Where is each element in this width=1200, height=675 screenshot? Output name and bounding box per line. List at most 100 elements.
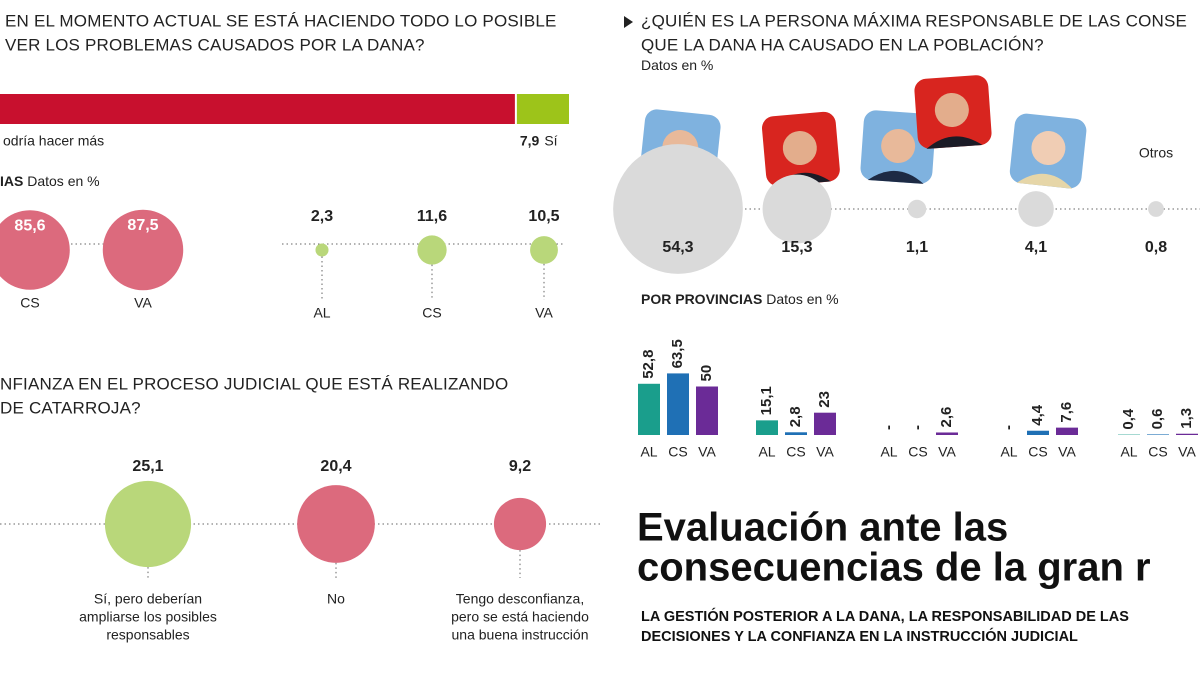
title-marker (624, 16, 633, 28)
category-label: VA (1058, 444, 1076, 460)
headline-subtitle: DECISIONES Y LA CONFIANZA EN LA INSTRUCC… (641, 627, 1078, 645)
bubble (0, 210, 70, 290)
bubble (907, 199, 927, 219)
bar (696, 386, 718, 435)
series-label: odría hacer más (3, 133, 104, 149)
category-label: VA (535, 305, 553, 321)
value-label: 25,1 (132, 458, 163, 475)
value-label: 2,8 (787, 406, 804, 427)
bar (1056, 427, 1078, 435)
value-label: - (880, 425, 897, 430)
subtitle-text: Datos en % (27, 173, 99, 189)
category-label: CS (1148, 444, 1167, 460)
value-label: 7,9 (520, 133, 540, 149)
category-label: AL (1000, 444, 1017, 460)
category-label: CS (786, 444, 805, 460)
subtitle-bold: POR PROVINCIAS (641, 291, 762, 307)
category-label: VA (134, 295, 152, 311)
category-label: CS (422, 305, 441, 321)
category-label: VA (816, 444, 834, 460)
category-label: CS (908, 444, 927, 460)
bar (1027, 430, 1049, 435)
category-label: ampliarse los posibles (79, 609, 217, 625)
bubble (762, 174, 832, 244)
chart-title: NFIANZA EN EL PROCESO JUDICIAL QUE ESTÁ … (0, 374, 508, 393)
bar (785, 432, 807, 435)
value-label: 4,1 (1025, 239, 1047, 256)
category-label: Otros (1139, 145, 1173, 161)
photo (914, 75, 992, 149)
bar (1147, 434, 1169, 435)
category-label: CS (668, 444, 687, 460)
category-label: Sí, pero deberían (94, 591, 202, 607)
bar (667, 373, 689, 435)
category-label: VA (1178, 444, 1196, 460)
category-label: una buena instrucción (452, 627, 589, 643)
bar (1176, 433, 1198, 435)
bubble (297, 485, 375, 563)
value-label: 87,5 (127, 217, 158, 234)
value-label: 7,6 (1058, 402, 1075, 423)
category-label: AL (640, 444, 657, 460)
bubble (530, 236, 558, 264)
value-label: 20,4 (320, 458, 351, 475)
category-label: AL (758, 444, 775, 460)
bar-segment (516, 94, 569, 124)
bubble (1148, 201, 1164, 217)
chart-title: DE CATARROJA? (0, 398, 141, 417)
bubble (417, 235, 447, 265)
category-label: AL (313, 305, 330, 321)
photos (639, 75, 1087, 189)
chart-subtitle: IAS Datos en % (0, 173, 100, 189)
value-label: 2,3 (311, 208, 333, 225)
bubble (493, 497, 547, 551)
bar (638, 383, 660, 435)
bar (814, 412, 836, 435)
chart-subtitle: Datos en % (641, 57, 713, 73)
value-label: 10,5 (528, 208, 559, 225)
photo (1009, 113, 1087, 189)
value-label: 1,1 (906, 239, 928, 256)
subtitle-text: Datos en % (766, 291, 838, 307)
category-label: Tengo desconfianza, (456, 591, 584, 607)
category-label: responsables (106, 627, 189, 643)
value-label: 9,2 (509, 458, 531, 475)
bar (936, 432, 958, 435)
bar-segment (0, 94, 515, 124)
value-label: 85,6 (14, 217, 45, 234)
value-label: 63,5 (669, 339, 686, 368)
value-label: - (1000, 425, 1017, 430)
category-label: pero se está haciendo (451, 609, 589, 625)
category-label: AL (880, 444, 897, 460)
value-label: 15,3 (781, 239, 812, 256)
chart-subtitle: POR PROVINCIAS Datos en % (641, 291, 839, 307)
value-label: 0,8 (1145, 239, 1167, 256)
subtitle-bold: IAS (0, 173, 23, 189)
value-label: 50 (698, 365, 715, 382)
category-label: CS (20, 295, 39, 311)
bubble (1018, 191, 1054, 227)
headline: Evaluación ante las (637, 506, 1008, 550)
photo (860, 110, 936, 184)
category-label: VA (938, 444, 956, 460)
value-label: 1,3 (1178, 408, 1195, 429)
chart-title: QUE LA DANA HA CAUSADO EN LA POBLACIÓN? (641, 35, 1044, 54)
bubble (613, 144, 743, 274)
value-label: 11,6 (417, 208, 447, 225)
series-label: Sí (544, 133, 557, 149)
category-label: AL (1120, 444, 1137, 460)
chart-title: VER LOS PROBLEMAS CAUSADOS POR LA DANA? (5, 35, 425, 54)
bubble (102, 209, 184, 291)
value-label: 4,4 (1029, 404, 1046, 426)
bar (756, 420, 778, 435)
value-label: 23 (816, 391, 833, 408)
chart-title: EN EL MOMENTO ACTUAL SE ESTÁ HACIENDO TO… (5, 11, 557, 30)
category-label: CS (1028, 444, 1047, 460)
value-label: 15,1 (758, 386, 775, 415)
value-label: 52,8 (640, 350, 657, 379)
bubble (315, 243, 329, 257)
headline-subtitle: LA GESTIÓN POSTERIOR A LA DANA, LA RESPO… (641, 607, 1129, 625)
subtitle-text: Datos en % (641, 57, 713, 73)
headline: consecuencias de la gran r (637, 546, 1151, 590)
bubble (104, 480, 192, 568)
